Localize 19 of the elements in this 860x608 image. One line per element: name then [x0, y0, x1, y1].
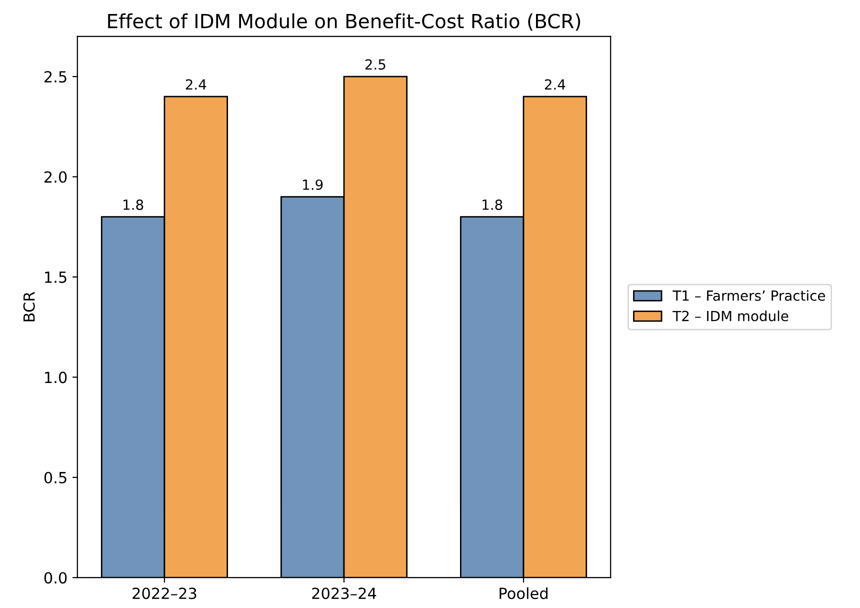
x-tick-label: 2022–23 — [132, 588, 196, 600]
data-label: 1.8 — [482, 199, 502, 210]
data-label: 2.4 — [186, 79, 206, 90]
data-label: 1.8 — [124, 199, 144, 210]
data-label: 2.4 — [544, 79, 566, 90]
y-tick-label: 2.0 — [44, 171, 67, 183]
legend-label: T1 – Farmers’ Practice — [672, 290, 826, 301]
y-tick-label: 0.5 — [44, 472, 66, 484]
data-label: 2.5 — [365, 59, 386, 70]
y-axis-title: BCR — [23, 292, 35, 322]
y-tick-label: 2.5 — [44, 71, 66, 83]
legend-label: T2 – IDM module — [672, 310, 788, 322]
y-tick-label: 1.0 — [45, 372, 67, 384]
x-tick-label: 2023–24 — [312, 588, 376, 600]
y-tick-label: 1.5 — [45, 272, 66, 283]
data-label: 1.9 — [303, 179, 323, 190]
x-tick-label: Pooled — [500, 587, 548, 600]
y-tick-label: 0.0 — [44, 572, 67, 584]
chart-title: Effect of IDM Module on Benefit-Cost Ratio (BCR) — [108, 13, 580, 31]
